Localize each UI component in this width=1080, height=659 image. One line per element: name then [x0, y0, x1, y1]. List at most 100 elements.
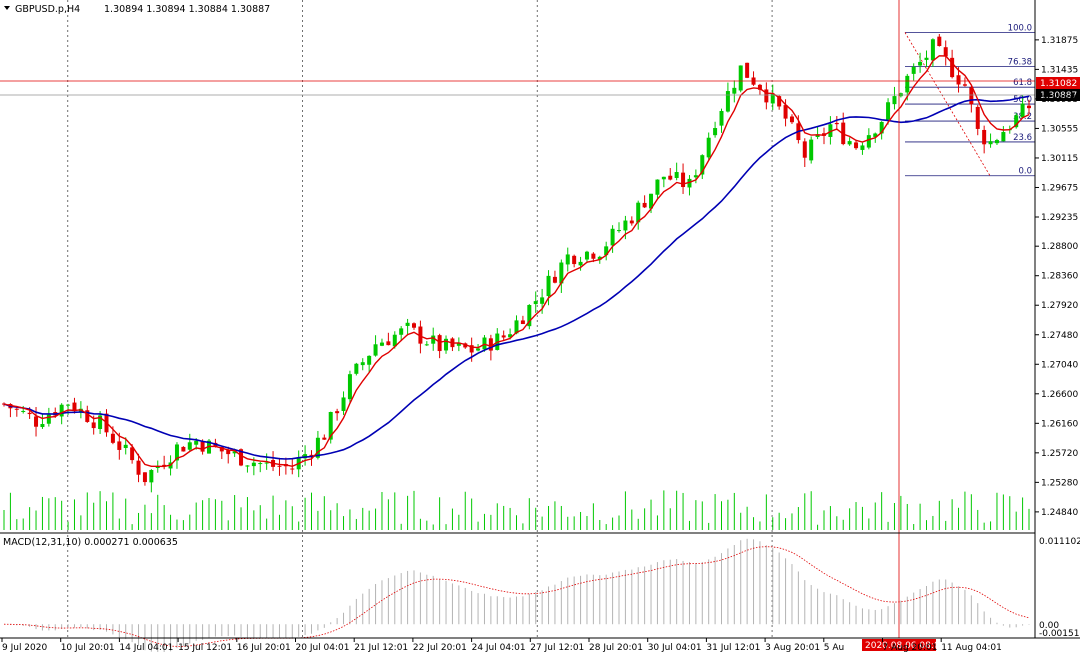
candle-body — [674, 172, 679, 178]
candle-body — [847, 141, 852, 145]
candle-body — [194, 440, 199, 445]
candle-body — [834, 122, 839, 125]
candle-body — [431, 335, 436, 344]
candles — [2, 33, 1031, 493]
volume-bars — [3, 490, 1030, 530]
candle-body — [988, 141, 993, 145]
candle-body — [975, 106, 980, 129]
candle-body — [130, 447, 135, 461]
candle-body — [456, 342, 461, 346]
candle-body — [91, 422, 96, 429]
candle-body — [341, 397, 346, 411]
price-tick-label: 1.25720 — [1041, 449, 1078, 459]
price-tick-label: 1.30555 — [1041, 124, 1078, 134]
macd-axis-top: 0.011102 — [1039, 537, 1080, 547]
candle-body — [706, 137, 711, 158]
candle-body — [552, 276, 557, 283]
current-price-tag-text: 1.30887 — [1040, 91, 1077, 101]
candle-body — [1001, 132, 1006, 142]
candle-body — [181, 446, 186, 452]
candle-body — [802, 141, 807, 158]
candle-body — [905, 75, 910, 93]
time-tick-label: 5 Au — [824, 643, 844, 653]
price-tick-label: 1.31435 — [1041, 65, 1078, 75]
symbol-label: GBPUSD.p,H4 — [15, 4, 80, 15]
candle-body — [629, 220, 634, 224]
candle-body — [21, 410, 26, 412]
candle-body — [136, 460, 141, 475]
candle-body — [1014, 115, 1019, 128]
candle-body — [303, 454, 308, 459]
time-tick-label: 9 Jul 2020 — [2, 643, 47, 653]
ohlc-values: 1.30894 1.30894 1.30884 1.30887 — [104, 4, 270, 15]
ma-fast-line — [3, 55, 1030, 468]
candle-body — [347, 374, 352, 400]
fib-level-label: 0.0 — [1018, 167, 1032, 177]
candle-body — [251, 462, 256, 467]
candle-body — [469, 345, 474, 353]
fib-level-label: 61.8 — [1013, 78, 1032, 88]
candle-body — [322, 437, 327, 440]
candle-body — [886, 102, 891, 120]
price-tick-label: 1.26160 — [1041, 419, 1078, 429]
candle-body — [174, 444, 179, 461]
candle-body — [412, 323, 416, 328]
candle-body — [239, 449, 244, 466]
time-tick-label: 16 Jul 20:01 — [237, 643, 291, 653]
candle-body — [745, 62, 750, 78]
candle-body — [540, 297, 545, 304]
candle-body — [757, 84, 762, 90]
candle-body — [444, 338, 449, 351]
candle-body — [809, 139, 814, 161]
macd-signal-line — [3, 546, 1030, 647]
ma-slow-line — [3, 95, 1030, 460]
time-tick-label: 28 Jul 20:01 — [589, 643, 643, 653]
candle-body — [649, 193, 654, 209]
candle-body — [187, 442, 192, 450]
price-tick-label: 1.26600 — [1041, 390, 1078, 400]
candle-body — [546, 275, 551, 297]
candle-body — [40, 424, 45, 428]
candle-body — [719, 111, 724, 126]
candle-body — [617, 230, 621, 232]
candle-body — [437, 335, 442, 352]
candle-body — [982, 129, 987, 145]
candle-body — [969, 87, 974, 105]
time-tick-label: 15 Jul 12:01 — [178, 643, 232, 653]
grid-lines — [67, 0, 773, 638]
candle-body — [424, 344, 429, 346]
candle-body — [373, 344, 378, 356]
fib-level-label: 100.0 — [1008, 23, 1032, 33]
candle-body — [994, 140, 999, 144]
macd-axis-zero: 0.00 — [1039, 621, 1059, 631]
candle-body — [207, 440, 211, 454]
price-tick-label: 1.27040 — [1041, 360, 1078, 370]
price-tick-label: 1.30995 — [1041, 95, 1078, 105]
time-tick-label: 22 Jul 20:01 — [413, 643, 467, 653]
candle-body — [1020, 103, 1025, 118]
candle-body — [482, 337, 487, 350]
candle-body — [668, 175, 673, 180]
candle-body — [565, 254, 570, 265]
candle-body — [578, 261, 583, 266]
candle-body — [386, 341, 391, 346]
candle-body — [476, 348, 481, 351]
candle-body — [924, 57, 929, 60]
time-tick-label: 20 Jul 04:01 — [296, 643, 350, 653]
time-tick-label: 27 Jul 12:01 — [530, 643, 584, 653]
fib-level-label: 76.38 — [1008, 57, 1032, 67]
candle-body — [117, 441, 122, 450]
time-tick-label: 24 Jul 04:01 — [472, 643, 526, 653]
crosshair-time-text: 2020.08.06 08:01 — [865, 641, 945, 651]
candle-body — [661, 176, 666, 180]
candle-body — [328, 412, 333, 440]
time-tick-label: 3 Aug 20:01 — [765, 643, 820, 653]
candle-body — [85, 410, 90, 422]
price-tick-label: 1.28360 — [1041, 272, 1078, 282]
macd-label: MACD(12,31,10) 0.000271 0.000635 — [3, 537, 178, 548]
collapse-arrow-icon[interactable] — [4, 6, 10, 10]
candle-body — [258, 463, 263, 465]
